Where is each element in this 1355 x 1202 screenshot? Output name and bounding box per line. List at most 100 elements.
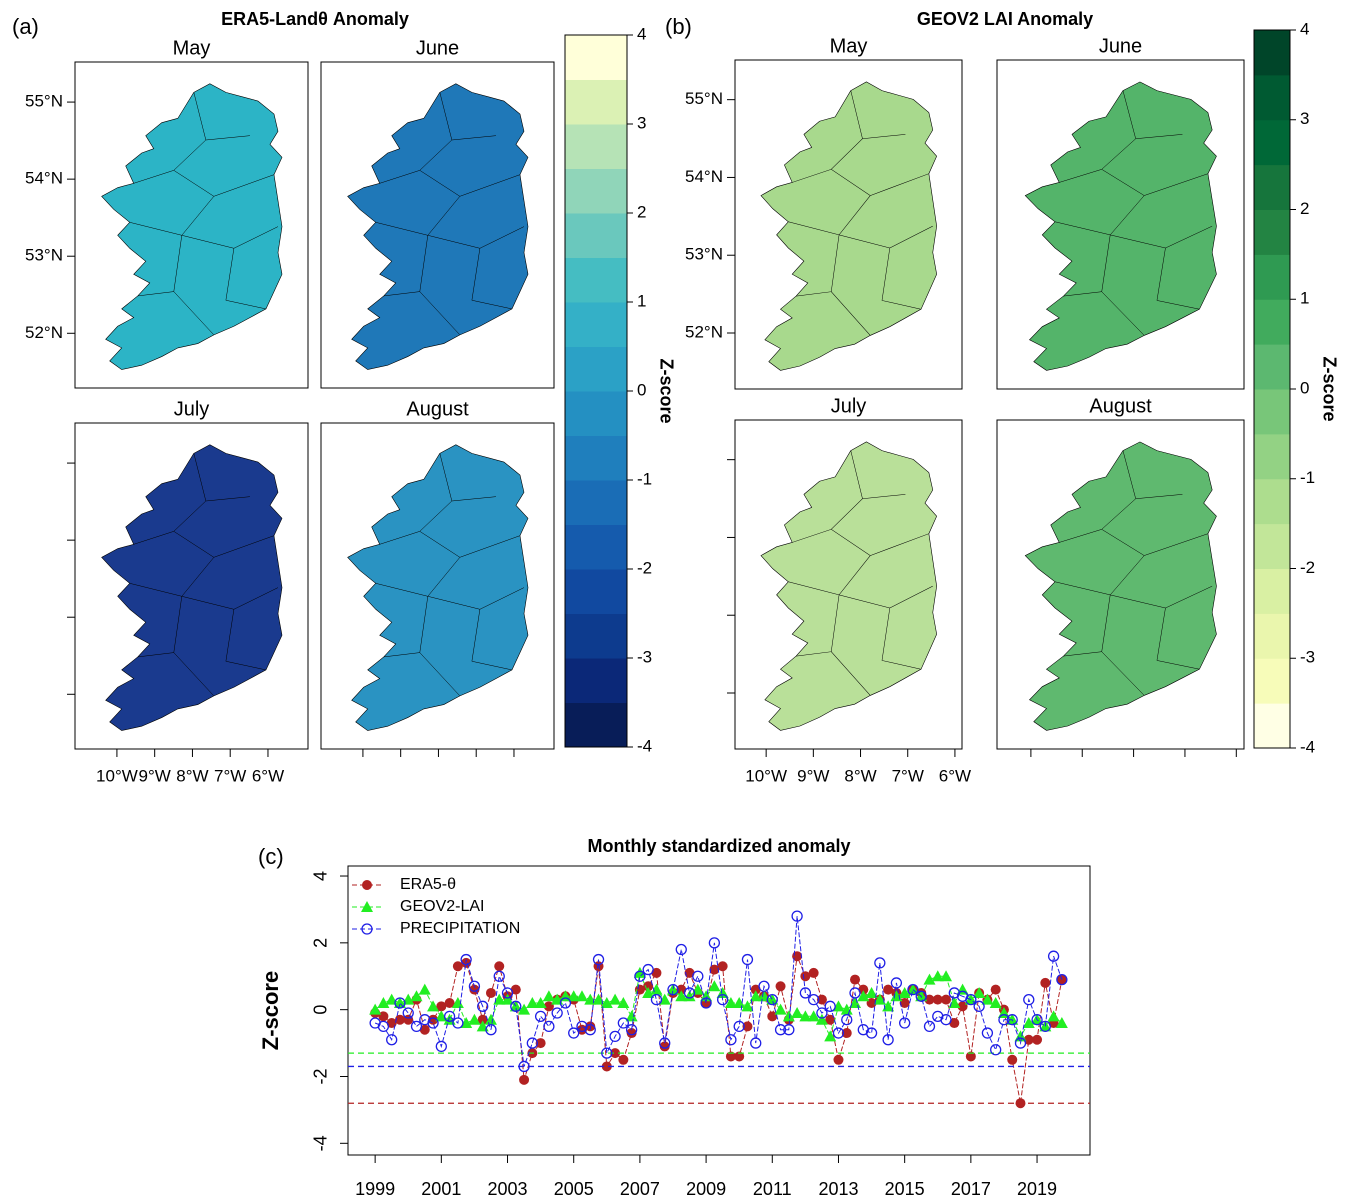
legend-label: ERA5-θ	[400, 876, 456, 893]
marker	[865, 986, 878, 998]
marker	[924, 994, 935, 1005]
marker	[642, 963, 654, 976]
colorbar-tick-label: 1	[1300, 289, 1309, 308]
marker	[461, 957, 472, 968]
marker	[567, 990, 580, 1002]
colorbar-tick-label: -4	[1300, 737, 1315, 756]
marker	[940, 1014, 952, 1026]
marker	[724, 996, 737, 1008]
map-title: June	[1099, 35, 1142, 57]
x-tick-label: 6°W	[939, 766, 971, 785]
marker	[981, 993, 994, 1005]
marker	[1047, 950, 1060, 962]
marker	[932, 994, 943, 1005]
marker	[386, 1018, 397, 1029]
marker	[519, 1074, 530, 1085]
colorbar-tick-label: -2	[637, 558, 652, 577]
marker	[800, 971, 811, 982]
marker	[965, 1051, 976, 1062]
marker	[1047, 1010, 1060, 1022]
colorbar-step	[1254, 30, 1290, 76]
panel-title: ERA5-Landθ Anomaly	[221, 9, 409, 29]
marker	[973, 1000, 985, 1012]
colorbar-tick-label: 2	[1300, 199, 1309, 218]
x-tick-label: 6°W	[252, 766, 284, 785]
y-tick-label: 55°N	[685, 89, 723, 108]
marker	[676, 984, 687, 995]
marker	[709, 964, 720, 975]
marker	[742, 1021, 753, 1032]
marker	[1007, 1054, 1018, 1065]
marker	[733, 1020, 745, 1033]
colorbar-label: Z-score	[1319, 356, 1339, 421]
marker	[435, 1010, 448, 1022]
y-tick-label: 54°N	[685, 167, 723, 186]
marker	[534, 1010, 547, 1022]
colorbar-step	[1254, 568, 1290, 614]
colorbar-tick-label: -3	[1300, 648, 1315, 667]
marker	[783, 1024, 795, 1036]
map-title: May	[173, 37, 211, 59]
x-tick-label: 2003	[487, 1179, 527, 1199]
marker	[1031, 1014, 1043, 1026]
marker	[452, 961, 463, 972]
marker	[592, 953, 605, 966]
marker	[998, 1014, 1010, 1026]
marker	[750, 984, 761, 995]
marker	[824, 1030, 837, 1042]
marker	[493, 970, 505, 982]
marker	[633, 966, 646, 978]
marker	[1039, 1020, 1051, 1033]
marker	[518, 1060, 530, 1073]
map-title: August	[1089, 395, 1152, 417]
marker	[965, 993, 977, 1006]
marker	[898, 986, 911, 998]
marker	[609, 1030, 621, 1043]
marker	[791, 1007, 804, 1019]
marker	[643, 981, 654, 992]
marker	[526, 1037, 538, 1049]
marker	[807, 1010, 820, 1022]
marker	[501, 993, 514, 1005]
marker	[840, 1003, 853, 1015]
marker	[931, 970, 944, 982]
marker	[1056, 973, 1068, 986]
colorbar-step	[1254, 344, 1290, 390]
marker	[452, 1017, 464, 1029]
marker	[477, 1014, 488, 1025]
colorbar-step	[565, 79, 627, 125]
colorbar-step	[565, 257, 627, 303]
marker	[534, 996, 547, 1008]
marker	[750, 1037, 762, 1049]
marker	[832, 1000, 845, 1012]
y-tick-label: 0	[311, 1005, 331, 1015]
marker	[378, 1011, 389, 1022]
marker	[1023, 993, 1035, 1006]
marker	[882, 1034, 894, 1046]
marker	[659, 1041, 670, 1052]
marker	[494, 961, 505, 972]
colorbar-step	[565, 302, 627, 347]
marker	[766, 993, 778, 1006]
marker	[717, 961, 728, 972]
marker	[734, 1051, 745, 1062]
marker	[816, 1007, 828, 1019]
marker	[592, 993, 605, 1005]
marker	[493, 993, 506, 1005]
colorbar-step	[1254, 523, 1290, 569]
panel-label: (b)	[665, 14, 692, 39]
marker	[543, 1020, 555, 1033]
legend-marker	[362, 880, 372, 890]
marker	[700, 997, 712, 1009]
colorbar-step	[565, 524, 627, 570]
marker	[741, 1000, 754, 1012]
x-tick-label: 2019	[1017, 1179, 1057, 1199]
marker	[600, 996, 613, 1008]
colorbar-step	[565, 391, 627, 436]
x-tick-label: 9°W	[139, 766, 171, 785]
colorbar-step	[1254, 254, 1290, 300]
marker	[1015, 1098, 1026, 1109]
colorbar-step	[1254, 613, 1290, 659]
x-tick-label: 10°W	[745, 766, 787, 785]
